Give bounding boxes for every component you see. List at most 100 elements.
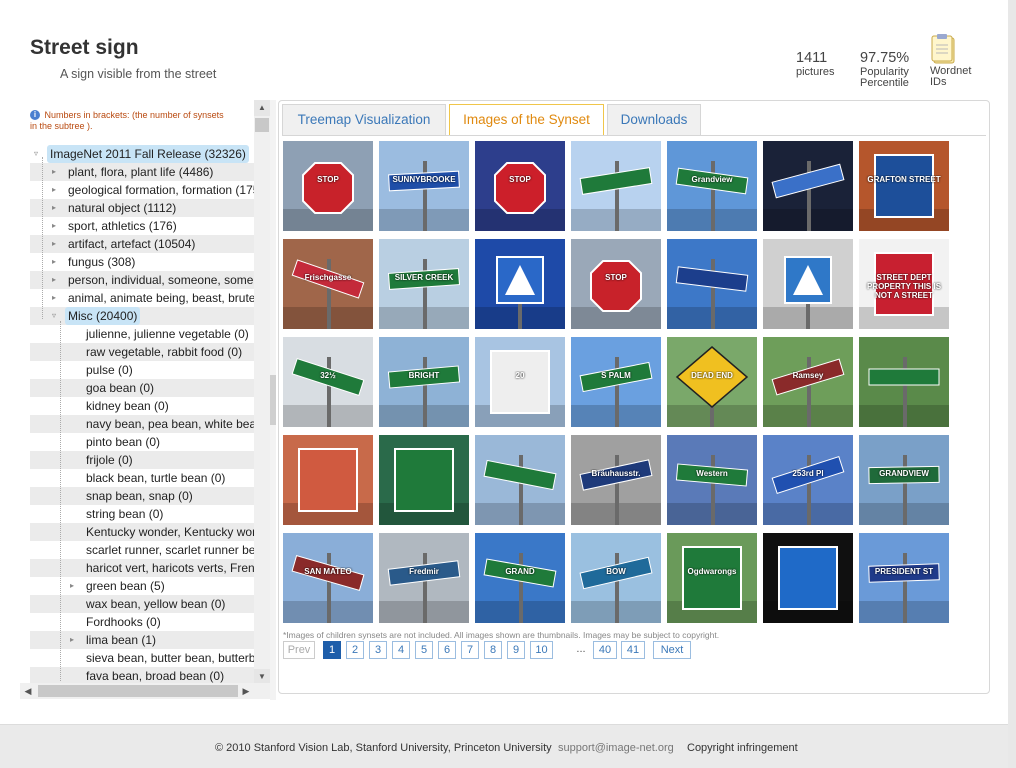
image-thumbnail[interactable] bbox=[667, 239, 757, 329]
image-thumbnail[interactable]: Frischgasse bbox=[283, 239, 373, 329]
tree-item[interactable]: ▿ ImageNet 2011 Fall Release (32326) bbox=[30, 145, 254, 163]
panel-splitter[interactable] bbox=[270, 100, 276, 700]
expand-arrow-icon[interactable]: ▸ bbox=[52, 185, 57, 194]
tree-item[interactable]: frijole (0) bbox=[30, 451, 254, 469]
image-thumbnail[interactable] bbox=[763, 239, 853, 329]
expand-arrow-icon[interactable]: ▸ bbox=[52, 167, 57, 176]
tree-item-label[interactable]: pinto bean (0) bbox=[86, 435, 161, 449]
tree-scroll-thumb[interactable] bbox=[255, 118, 269, 132]
tree-item[interactable]: pinto bean (0) bbox=[30, 433, 254, 451]
tree-item[interactable]: ▸ green bean (5) bbox=[30, 577, 254, 595]
tree-item[interactable]: scarlet runner, scarlet runner bean (0) bbox=[30, 541, 254, 559]
tree-item[interactable]: fava bean, broad bean (0) bbox=[30, 667, 254, 683]
image-thumbnail[interactable]: STOP bbox=[571, 239, 661, 329]
tree-item-label[interactable]: geological formation, formation (175) bbox=[68, 183, 254, 197]
tree-item-label[interactable]: ImageNet 2011 Fall Release (32326) bbox=[47, 145, 249, 163]
tree-item-label[interactable]: Kentucky wonder, Kentucky wonder bean (0… bbox=[86, 525, 254, 539]
tree-item[interactable]: ▸ geological formation, formation (175) bbox=[30, 181, 254, 199]
page-number-button[interactable]: 4 bbox=[392, 641, 410, 659]
tree-item-label[interactable]: animal, animate being, beast, brute, cre… bbox=[68, 291, 254, 305]
page-number-button[interactable]: 41 bbox=[621, 641, 645, 659]
image-thumbnail[interactable]: PRESIDENT ST bbox=[859, 533, 949, 623]
tree-item[interactable]: snap bean, snap (0) bbox=[30, 487, 254, 505]
tree-item-label[interactable]: sport, athletics (176) bbox=[68, 219, 177, 233]
tree-item[interactable]: ▸ sport, athletics (176) bbox=[30, 217, 254, 235]
tree-item[interactable]: ▸ fungus (308) bbox=[30, 253, 254, 271]
scroll-right-arrow-icon[interactable]: ▶ bbox=[242, 686, 250, 696]
page-number-button[interactable]: 7 bbox=[461, 641, 479, 659]
tree-item[interactable]: ▸ natural object (1112) bbox=[30, 199, 254, 217]
tree-item-label[interactable]: black bean, turtle bean (0) bbox=[86, 471, 226, 485]
tree-item-label[interactable]: julienne, julienne vegetable (0) bbox=[86, 327, 249, 341]
tree-item-label[interactable]: lima bean (1) bbox=[86, 633, 157, 647]
expand-arrow-icon[interactable]: ▸ bbox=[52, 293, 57, 302]
tree-item[interactable]: pulse (0) bbox=[30, 361, 254, 379]
tree-item[interactable]: ▸ person, individual, someone, somebody, … bbox=[30, 271, 254, 289]
page-number-button[interactable]: 2 bbox=[346, 641, 364, 659]
expand-arrow-icon[interactable]: ▸ bbox=[52, 221, 57, 230]
image-thumbnail[interactable] bbox=[475, 435, 565, 525]
tab-images[interactable]: Images of the Synset bbox=[449, 104, 604, 136]
tree-item[interactable]: black bean, turtle bean (0) bbox=[30, 469, 254, 487]
image-thumbnail[interactable]: STREET DEPT PROPERTY THIS IS NOT A STREE… bbox=[859, 239, 949, 329]
image-thumbnail[interactable]: Ramsey bbox=[763, 337, 853, 427]
tab-downloads[interactable]: Downloads bbox=[607, 104, 701, 136]
image-thumbnail[interactable]: Bräuhausstr. bbox=[571, 435, 661, 525]
tree-item-label[interactable]: fungus (308) bbox=[68, 255, 136, 269]
page-number-button[interactable]: 9 bbox=[507, 641, 525, 659]
image-thumbnail[interactable]: 32½ bbox=[283, 337, 373, 427]
tree-item[interactable]: ▸ plant, flora, plant life (4486) bbox=[30, 163, 254, 181]
image-thumbnail[interactable]: 253rd Pl bbox=[763, 435, 853, 525]
support-email-link[interactable]: support@image-net.org bbox=[558, 742, 674, 754]
image-thumbnail[interactable] bbox=[763, 141, 853, 231]
prev-page-button[interactable]: Prev bbox=[283, 641, 315, 659]
expand-arrow-icon[interactable]: ▸ bbox=[70, 635, 75, 644]
image-thumbnail[interactable]: GRANDVIEW bbox=[859, 435, 949, 525]
image-thumbnail[interactable]: 20 bbox=[475, 337, 565, 427]
tree-item[interactable]: goa bean (0) bbox=[30, 379, 254, 397]
image-thumbnail[interactable] bbox=[859, 337, 949, 427]
next-page-button[interactable]: Next bbox=[653, 641, 691, 659]
image-thumbnail[interactable]: Fredmir bbox=[379, 533, 469, 623]
tree-horizontal-scrollbar[interactable]: ◀ ▶ bbox=[20, 683, 270, 699]
tree-vertical-scrollbar[interactable]: ▲ ▼ bbox=[254, 100, 270, 685]
scroll-left-arrow-icon[interactable]: ◀ bbox=[24, 686, 32, 696]
page-number-button[interactable]: 8 bbox=[484, 641, 502, 659]
image-thumbnail[interactable]: STOP bbox=[475, 141, 565, 231]
scroll-up-arrow-icon[interactable]: ▲ bbox=[254, 100, 270, 116]
expand-arrow-icon[interactable]: ▸ bbox=[70, 581, 75, 590]
image-thumbnail[interactable]: SAN MATEO bbox=[283, 533, 373, 623]
page-scrollbar[interactable] bbox=[1008, 0, 1016, 768]
image-thumbnail[interactable]: BRIGHT bbox=[379, 337, 469, 427]
tree-item-label[interactable]: raw vegetable, rabbit food (0) bbox=[86, 345, 243, 359]
image-thumbnail[interactable] bbox=[283, 435, 373, 525]
tree-item[interactable]: raw vegetable, rabbit food (0) bbox=[30, 343, 254, 361]
tree-item-label[interactable]: Fordhooks (0) bbox=[86, 615, 161, 629]
page-number-button[interactable]: 6 bbox=[438, 641, 456, 659]
tree-item-label[interactable]: natural object (1112) bbox=[68, 201, 177, 215]
tree-item[interactable]: ▸ artifact, artefact (10504) bbox=[30, 235, 254, 253]
image-thumbnail[interactable] bbox=[763, 533, 853, 623]
tree-hscroll-thumb[interactable] bbox=[38, 685, 238, 697]
tree-item[interactable]: julienne, julienne vegetable (0) bbox=[30, 325, 254, 343]
tree-item[interactable]: string bean (0) bbox=[30, 505, 254, 523]
expand-arrow-icon[interactable]: ▸ bbox=[52, 203, 57, 212]
image-thumbnail[interactable]: SUNNYBROOKE bbox=[379, 141, 469, 231]
page-number-button[interactable]: 3 bbox=[369, 641, 387, 659]
tree-item-label[interactable]: pulse (0) bbox=[86, 363, 133, 377]
image-thumbnail[interactable]: GRAND bbox=[475, 533, 565, 623]
tree-item[interactable]: Fordhooks (0) bbox=[30, 613, 254, 631]
splitter-grip[interactable] bbox=[270, 375, 276, 425]
tree-item-label[interactable]: frijole (0) bbox=[86, 453, 133, 467]
image-thumbnail[interactable]: SILVER CREEK bbox=[379, 239, 469, 329]
tree-item-label[interactable]: person, individual, someone, somebody, m… bbox=[68, 273, 254, 287]
tree-item-label[interactable]: artifact, artefact (10504) bbox=[68, 237, 196, 251]
tree-item-label[interactable]: haricot vert, haricots verts, French bea… bbox=[86, 561, 254, 575]
image-thumbnail[interactable]: Grandview bbox=[667, 141, 757, 231]
expand-arrow-icon[interactable]: ▸ bbox=[52, 275, 57, 284]
image-thumbnail[interactable]: Ogdwarongs bbox=[667, 533, 757, 623]
tree-item[interactable]: wax bean, yellow bean (0) bbox=[30, 595, 254, 613]
collapse-arrow-icon[interactable]: ▿ bbox=[52, 311, 57, 320]
image-thumbnail[interactable]: DEAD END bbox=[667, 337, 757, 427]
